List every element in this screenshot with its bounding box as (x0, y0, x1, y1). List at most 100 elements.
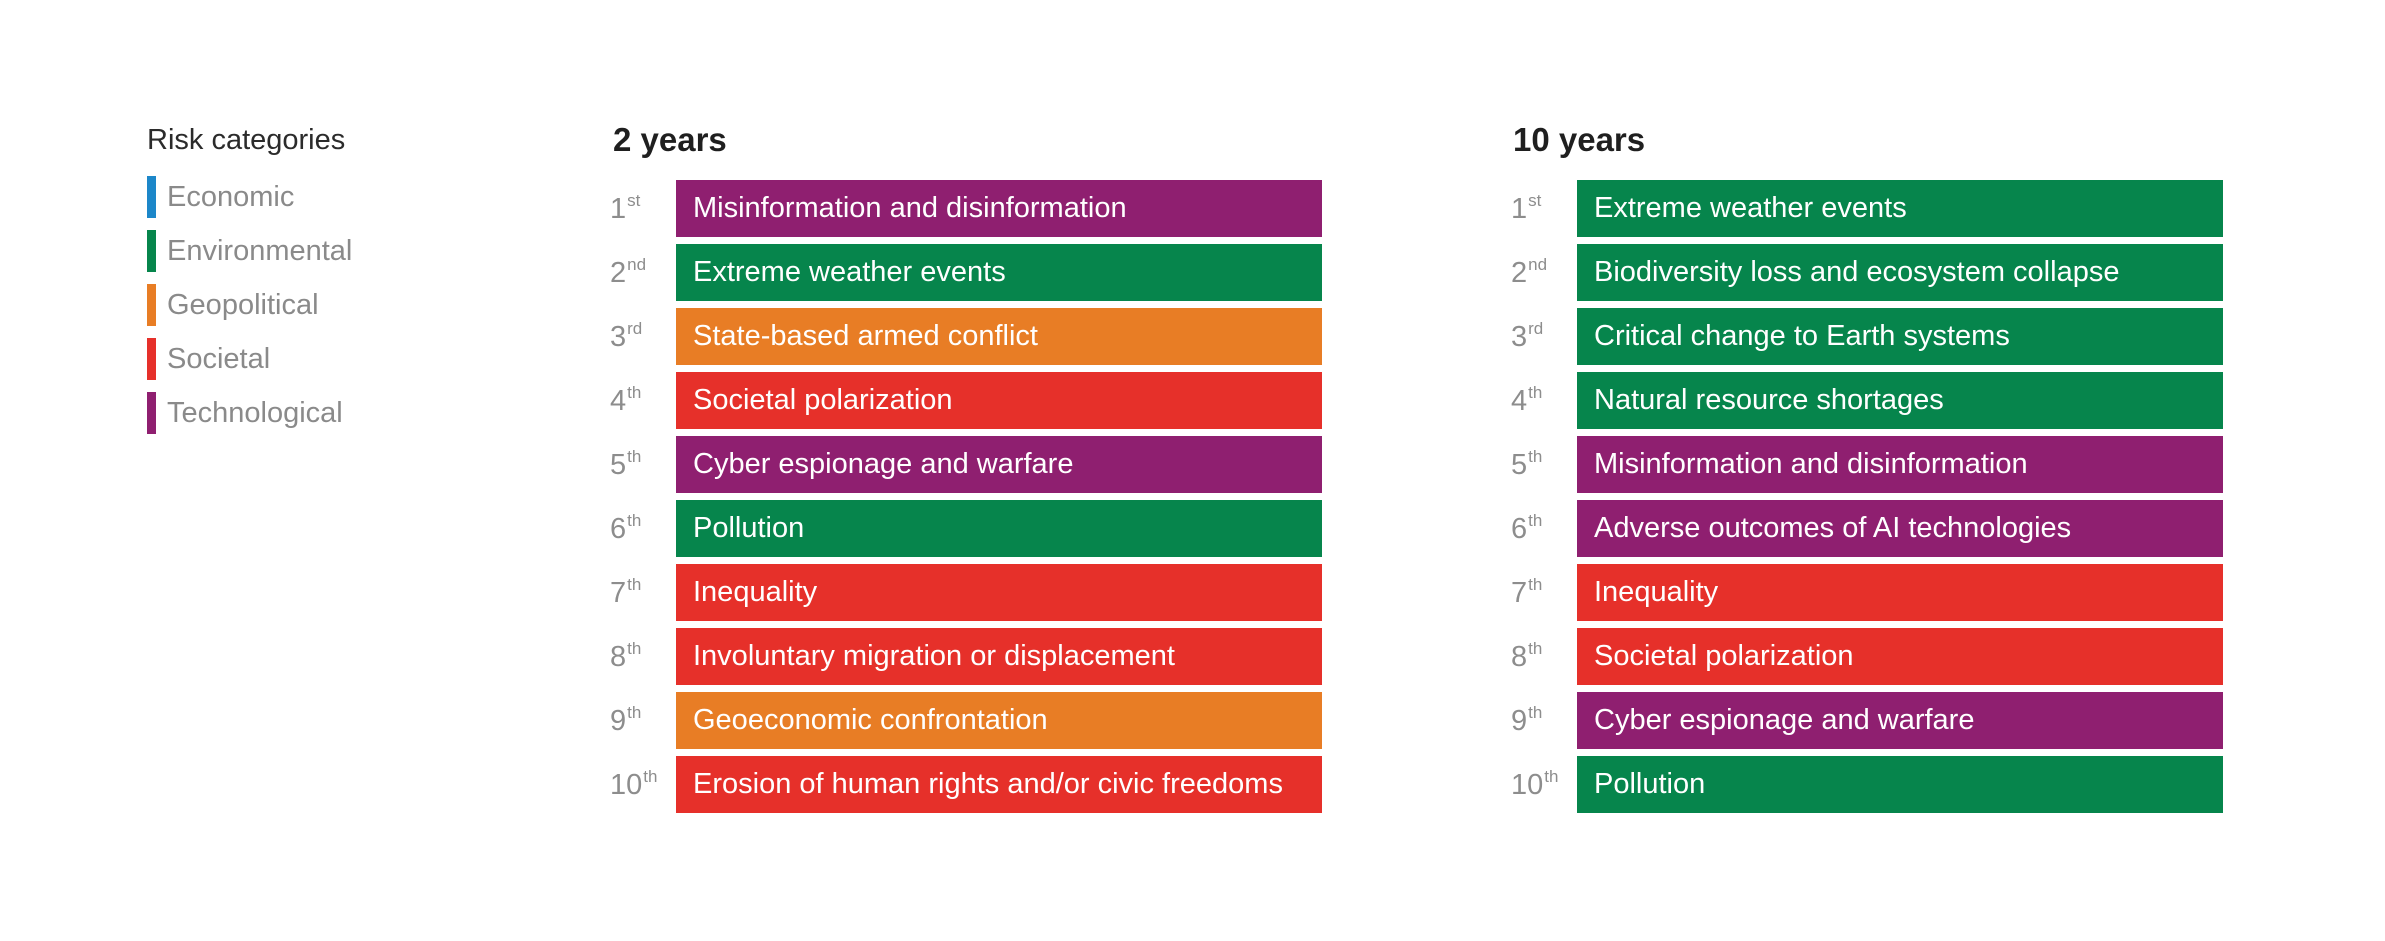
panel-2-years: 2 years 1st Misinformation and disinforma… (596, 118, 1322, 820)
rank-number: 2 (610, 257, 627, 289)
rank-number: 8 (1511, 641, 1528, 673)
risk-row: 2nd Extreme weather events (596, 244, 1322, 301)
rank-suffix: st (627, 191, 641, 210)
legend-item-environmental: Environmental (147, 230, 352, 272)
risk-row: 3rd State-based armed conflict (596, 308, 1322, 365)
rank-number: 8 (610, 641, 627, 673)
rank-number: 10 (610, 769, 643, 801)
legend-label: Geopolitical (167, 288, 319, 321)
rank-suffix: th (1528, 639, 1543, 658)
rank-suffix: th (627, 511, 642, 530)
rank-label: 2nd (1497, 255, 1577, 290)
rank-number: 3 (610, 321, 627, 353)
legend-swatch (147, 230, 156, 272)
rank-label: 10th (1497, 767, 1577, 802)
legend-swatch (147, 284, 156, 326)
rank-label: 1st (596, 191, 676, 226)
risk-bar: Critical change to Earth systems (1577, 308, 2223, 365)
ranking-list: 1st Extreme weather events 2nd Biodiversity… (1497, 180, 2223, 813)
rank-label: 3rd (596, 319, 676, 354)
rank-suffix: th (627, 575, 642, 594)
legend-label: Technological (167, 396, 343, 429)
risk-row: 4th Natural resource shortages (1497, 372, 2223, 429)
risk-row: 9th Cyber espionage and warfare (1497, 692, 2223, 749)
rank-label: 3rd (1497, 319, 1577, 354)
rank-suffix: th (1528, 703, 1543, 722)
rank-number: 2 (1511, 257, 1528, 289)
rank-suffix: th (1528, 511, 1543, 530)
risk-row: 5th Misinformation and disinformation (1497, 436, 2223, 493)
rank-label: 2nd (596, 255, 676, 290)
risk-row: 7th Inequality (1497, 564, 2223, 621)
risk-row: 6th Adverse outcomes of AI technologies (1497, 500, 2223, 557)
legend-label: Environmental (167, 234, 353, 267)
rank-label: 1st (1497, 191, 1577, 226)
risk-bar: Erosion of human rights and/or civic fre… (676, 756, 1322, 813)
rank-number: 6 (1511, 513, 1528, 545)
rank-suffix: nd (1528, 255, 1548, 274)
risk-row: 1st Extreme weather events (1497, 180, 2223, 237)
legend-item-economic: Economic (147, 176, 352, 218)
legend-swatch (147, 392, 156, 434)
legend-label: Economic (167, 180, 295, 213)
rank-suffix: th (627, 639, 642, 658)
legend: Risk categories Economic Environmental Geo… (147, 122, 352, 446)
risk-bar: Misinformation and disinformation (1577, 436, 2223, 493)
risk-bar: Inequality (676, 564, 1322, 621)
rank-number: 4 (610, 385, 627, 417)
legend-swatch (147, 338, 156, 380)
rank-suffix: th (627, 383, 642, 402)
rank-label: 7th (1497, 575, 1577, 610)
rank-label: 9th (1497, 703, 1577, 738)
rank-number: 1 (1511, 193, 1528, 225)
legend-swatch (147, 176, 156, 218)
rank-suffix: th (1528, 575, 1543, 594)
risk-row: 5th Cyber espionage and warfare (596, 436, 1322, 493)
rank-number: 10 (1511, 769, 1544, 801)
risk-row: 8th Societal polarization (1497, 628, 2223, 685)
rank-suffix: th (627, 703, 642, 722)
rank-suffix: rd (1528, 319, 1544, 338)
rank-label: 5th (1497, 447, 1577, 482)
risk-row: 8th Involuntary migration or displacement (596, 628, 1322, 685)
risk-row: 2nd Biodiversity loss and ecosystem colla… (1497, 244, 2223, 301)
panel-title: 10 years (1513, 121, 1646, 158)
rank-number: 9 (610, 705, 627, 737)
risk-bar: Cyber espionage and warfare (676, 436, 1322, 493)
risk-row: 10th Erosion of human rights and/or civic… (596, 756, 1322, 813)
legend-item-societal: Societal (147, 338, 352, 380)
rank-number: 4 (1511, 385, 1528, 417)
rank-suffix: rd (627, 319, 643, 338)
rank-suffix: th (1544, 767, 1559, 786)
legend-label: Societal (167, 342, 271, 375)
risk-row: 10th Pollution (1497, 756, 2223, 813)
risk-row: 3rd Critical change to Earth systems (1497, 308, 2223, 365)
rank-label: 7th (596, 575, 676, 610)
panel-title: 2 years (613, 121, 727, 158)
rank-number: 5 (610, 449, 627, 481)
risk-row: 7th Inequality (596, 564, 1322, 621)
rank-suffix: th (1528, 447, 1543, 466)
rank-label: 8th (1497, 639, 1577, 674)
rank-label: 6th (1497, 511, 1577, 546)
rank-suffix: st (1528, 191, 1542, 210)
risk-bar: Pollution (676, 500, 1322, 557)
risk-bar: Misinformation and disinformation (676, 180, 1322, 237)
rank-suffix: th (1528, 383, 1543, 402)
rank-label: 4th (1497, 383, 1577, 418)
risk-row: 1st Misinformation and disinformation (596, 180, 1322, 237)
risk-bar: State-based armed conflict (676, 308, 1322, 365)
risk-row: 6th Pollution (596, 500, 1322, 557)
risk-bar: Extreme weather events (1577, 180, 2223, 237)
rank-label: 9th (596, 703, 676, 738)
ranking-list: 1st Misinformation and disinformation 2nd E… (596, 180, 1322, 813)
legend-item-technological: Technological (147, 392, 352, 434)
risk-bar: Adverse outcomes of AI technologies (1577, 500, 2223, 557)
rank-label: 8th (596, 639, 676, 674)
panel-10-years: 10 years 1st Extreme weather events 2nd Bio… (1497, 118, 2223, 820)
risk-bar: Societal polarization (1577, 628, 2223, 685)
risk-bar: Cyber espionage and warfare (1577, 692, 2223, 749)
rank-number: 9 (1511, 705, 1528, 737)
risk-bar: Extreme weather events (676, 244, 1322, 301)
rank-label: 4th (596, 383, 676, 418)
